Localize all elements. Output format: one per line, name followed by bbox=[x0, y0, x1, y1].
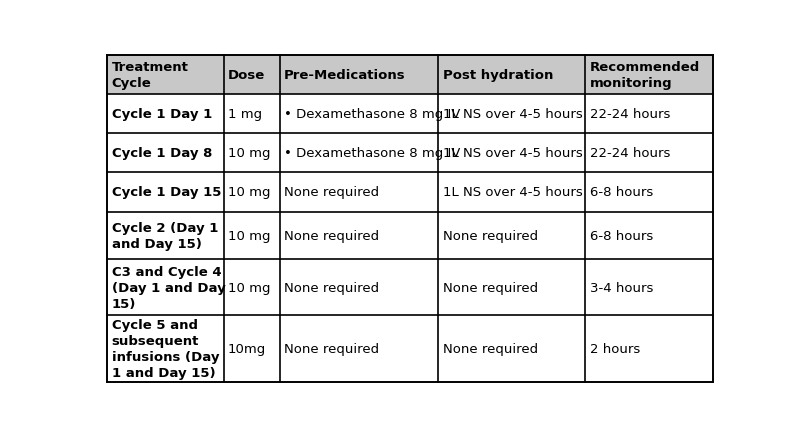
Text: 10 mg: 10 mg bbox=[228, 230, 270, 243]
Text: None required: None required bbox=[442, 342, 538, 355]
Text: 3-4 hours: 3-4 hours bbox=[590, 281, 653, 294]
Text: Recommended
monitoring: Recommended monitoring bbox=[590, 61, 700, 90]
Text: Cycle 1 Day 1: Cycle 1 Day 1 bbox=[112, 108, 212, 121]
Text: 6-8 hours: 6-8 hours bbox=[590, 186, 653, 199]
Text: C3 and Cycle 4
(Day 1 and Day
15): C3 and Cycle 4 (Day 1 and Day 15) bbox=[112, 265, 226, 310]
Bar bbox=[107, 173, 713, 212]
Text: Treatment
Cycle: Treatment Cycle bbox=[112, 61, 189, 90]
Text: None required: None required bbox=[284, 281, 379, 294]
Bar bbox=[107, 134, 713, 173]
Text: 1L NS over 4-5 hours: 1L NS over 4-5 hours bbox=[442, 108, 582, 121]
Text: 6-8 hours: 6-8 hours bbox=[590, 230, 653, 243]
Text: Cycle 5 and
subsequent
infusions (Day
1 and Day 15): Cycle 5 and subsequent infusions (Day 1 … bbox=[112, 318, 219, 379]
Bar bbox=[107, 212, 713, 260]
Bar bbox=[107, 95, 713, 134]
Text: 10 mg: 10 mg bbox=[228, 281, 270, 294]
Text: 10 mg: 10 mg bbox=[228, 147, 270, 160]
Text: 1L NS over 4-5 hours: 1L NS over 4-5 hours bbox=[442, 186, 582, 199]
Text: 1 mg: 1 mg bbox=[228, 108, 262, 121]
Text: None required: None required bbox=[284, 230, 379, 243]
Text: Dose: Dose bbox=[228, 69, 266, 82]
Text: Cycle 1 Day 15: Cycle 1 Day 15 bbox=[112, 186, 221, 199]
Bar bbox=[107, 56, 713, 95]
Text: Pre-Medications: Pre-Medications bbox=[284, 69, 406, 82]
Text: 1L NS over 4-5 hours: 1L NS over 4-5 hours bbox=[442, 147, 582, 160]
Bar bbox=[107, 260, 713, 315]
Text: 2 hours: 2 hours bbox=[590, 342, 640, 355]
Text: Cycle 2 (Day 1
and Day 15): Cycle 2 (Day 1 and Day 15) bbox=[112, 221, 218, 250]
Text: Cycle 1 Day 8: Cycle 1 Day 8 bbox=[112, 147, 212, 160]
Text: None required: None required bbox=[442, 281, 538, 294]
Text: 10mg: 10mg bbox=[228, 342, 266, 355]
Text: None required: None required bbox=[442, 230, 538, 243]
Text: • Dexamethasone 8 mg IV: • Dexamethasone 8 mg IV bbox=[284, 108, 461, 121]
Text: 22-24 hours: 22-24 hours bbox=[590, 108, 670, 121]
Text: 10 mg: 10 mg bbox=[228, 186, 270, 199]
Text: None required: None required bbox=[284, 186, 379, 199]
Text: • Dexamethasone 8 mg IV: • Dexamethasone 8 mg IV bbox=[284, 147, 461, 160]
Text: 22-24 hours: 22-24 hours bbox=[590, 147, 670, 160]
Text: Post hydration: Post hydration bbox=[442, 69, 553, 82]
Bar bbox=[107, 315, 713, 382]
Text: None required: None required bbox=[284, 342, 379, 355]
